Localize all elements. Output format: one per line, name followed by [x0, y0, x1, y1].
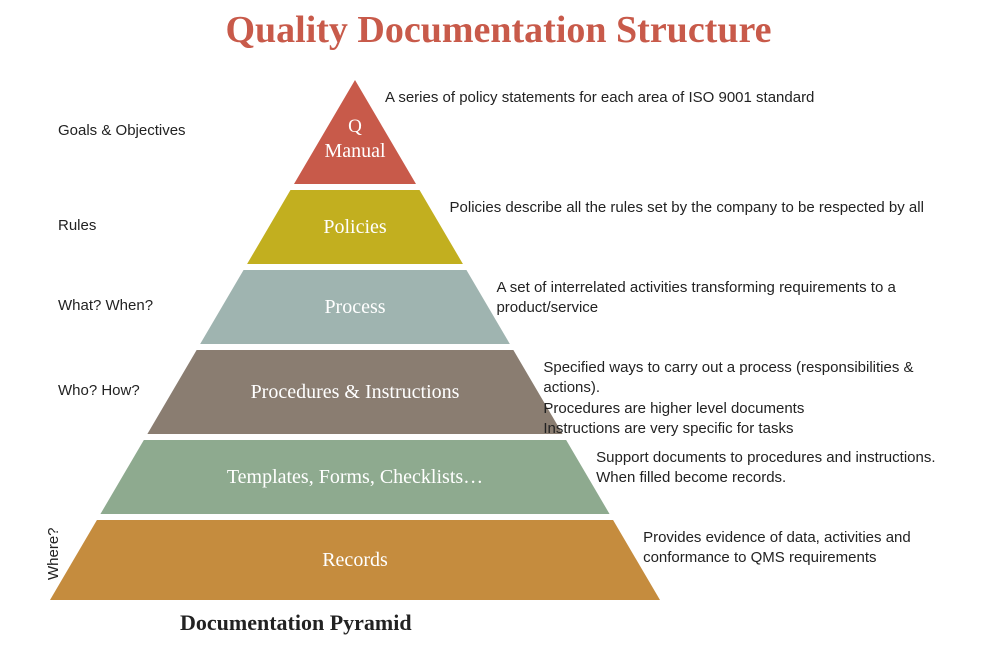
right-desc-process: A set of interrelated activities transfo… — [496, 278, 970, 319]
level-label-records: Records — [175, 548, 535, 572]
level-label-policies: Policies — [175, 215, 535, 239]
level-label-q-manual: QManual — [175, 114, 535, 163]
right-desc-procedures: Specified ways to carry out a process (r… — [543, 358, 970, 439]
right-desc-templates: Support documents to procedures and inst… — [596, 448, 970, 489]
left-label-policies: Rules — [58, 217, 96, 234]
left-label-process: What? When? — [58, 297, 153, 314]
where-label: Where? — [45, 527, 62, 580]
level-label-procedures: Procedures & Instructions — [175, 380, 535, 404]
left-label-q-manual: Goals & Objectives — [58, 122, 186, 139]
pyramid-caption: Documentation Pyramid — [180, 610, 412, 636]
right-desc-records: Provides evidence of data, activities an… — [643, 528, 970, 569]
right-desc-q-manual: A series of policy statements for each a… — [385, 88, 970, 108]
level-label-process: Process — [175, 295, 535, 319]
right-desc-policies: Policies describe all the rules set by t… — [450, 198, 970, 218]
level-label-templates: Templates, Forms, Checklists… — [175, 465, 535, 489]
left-label-procedures: Who? How? — [58, 382, 140, 399]
